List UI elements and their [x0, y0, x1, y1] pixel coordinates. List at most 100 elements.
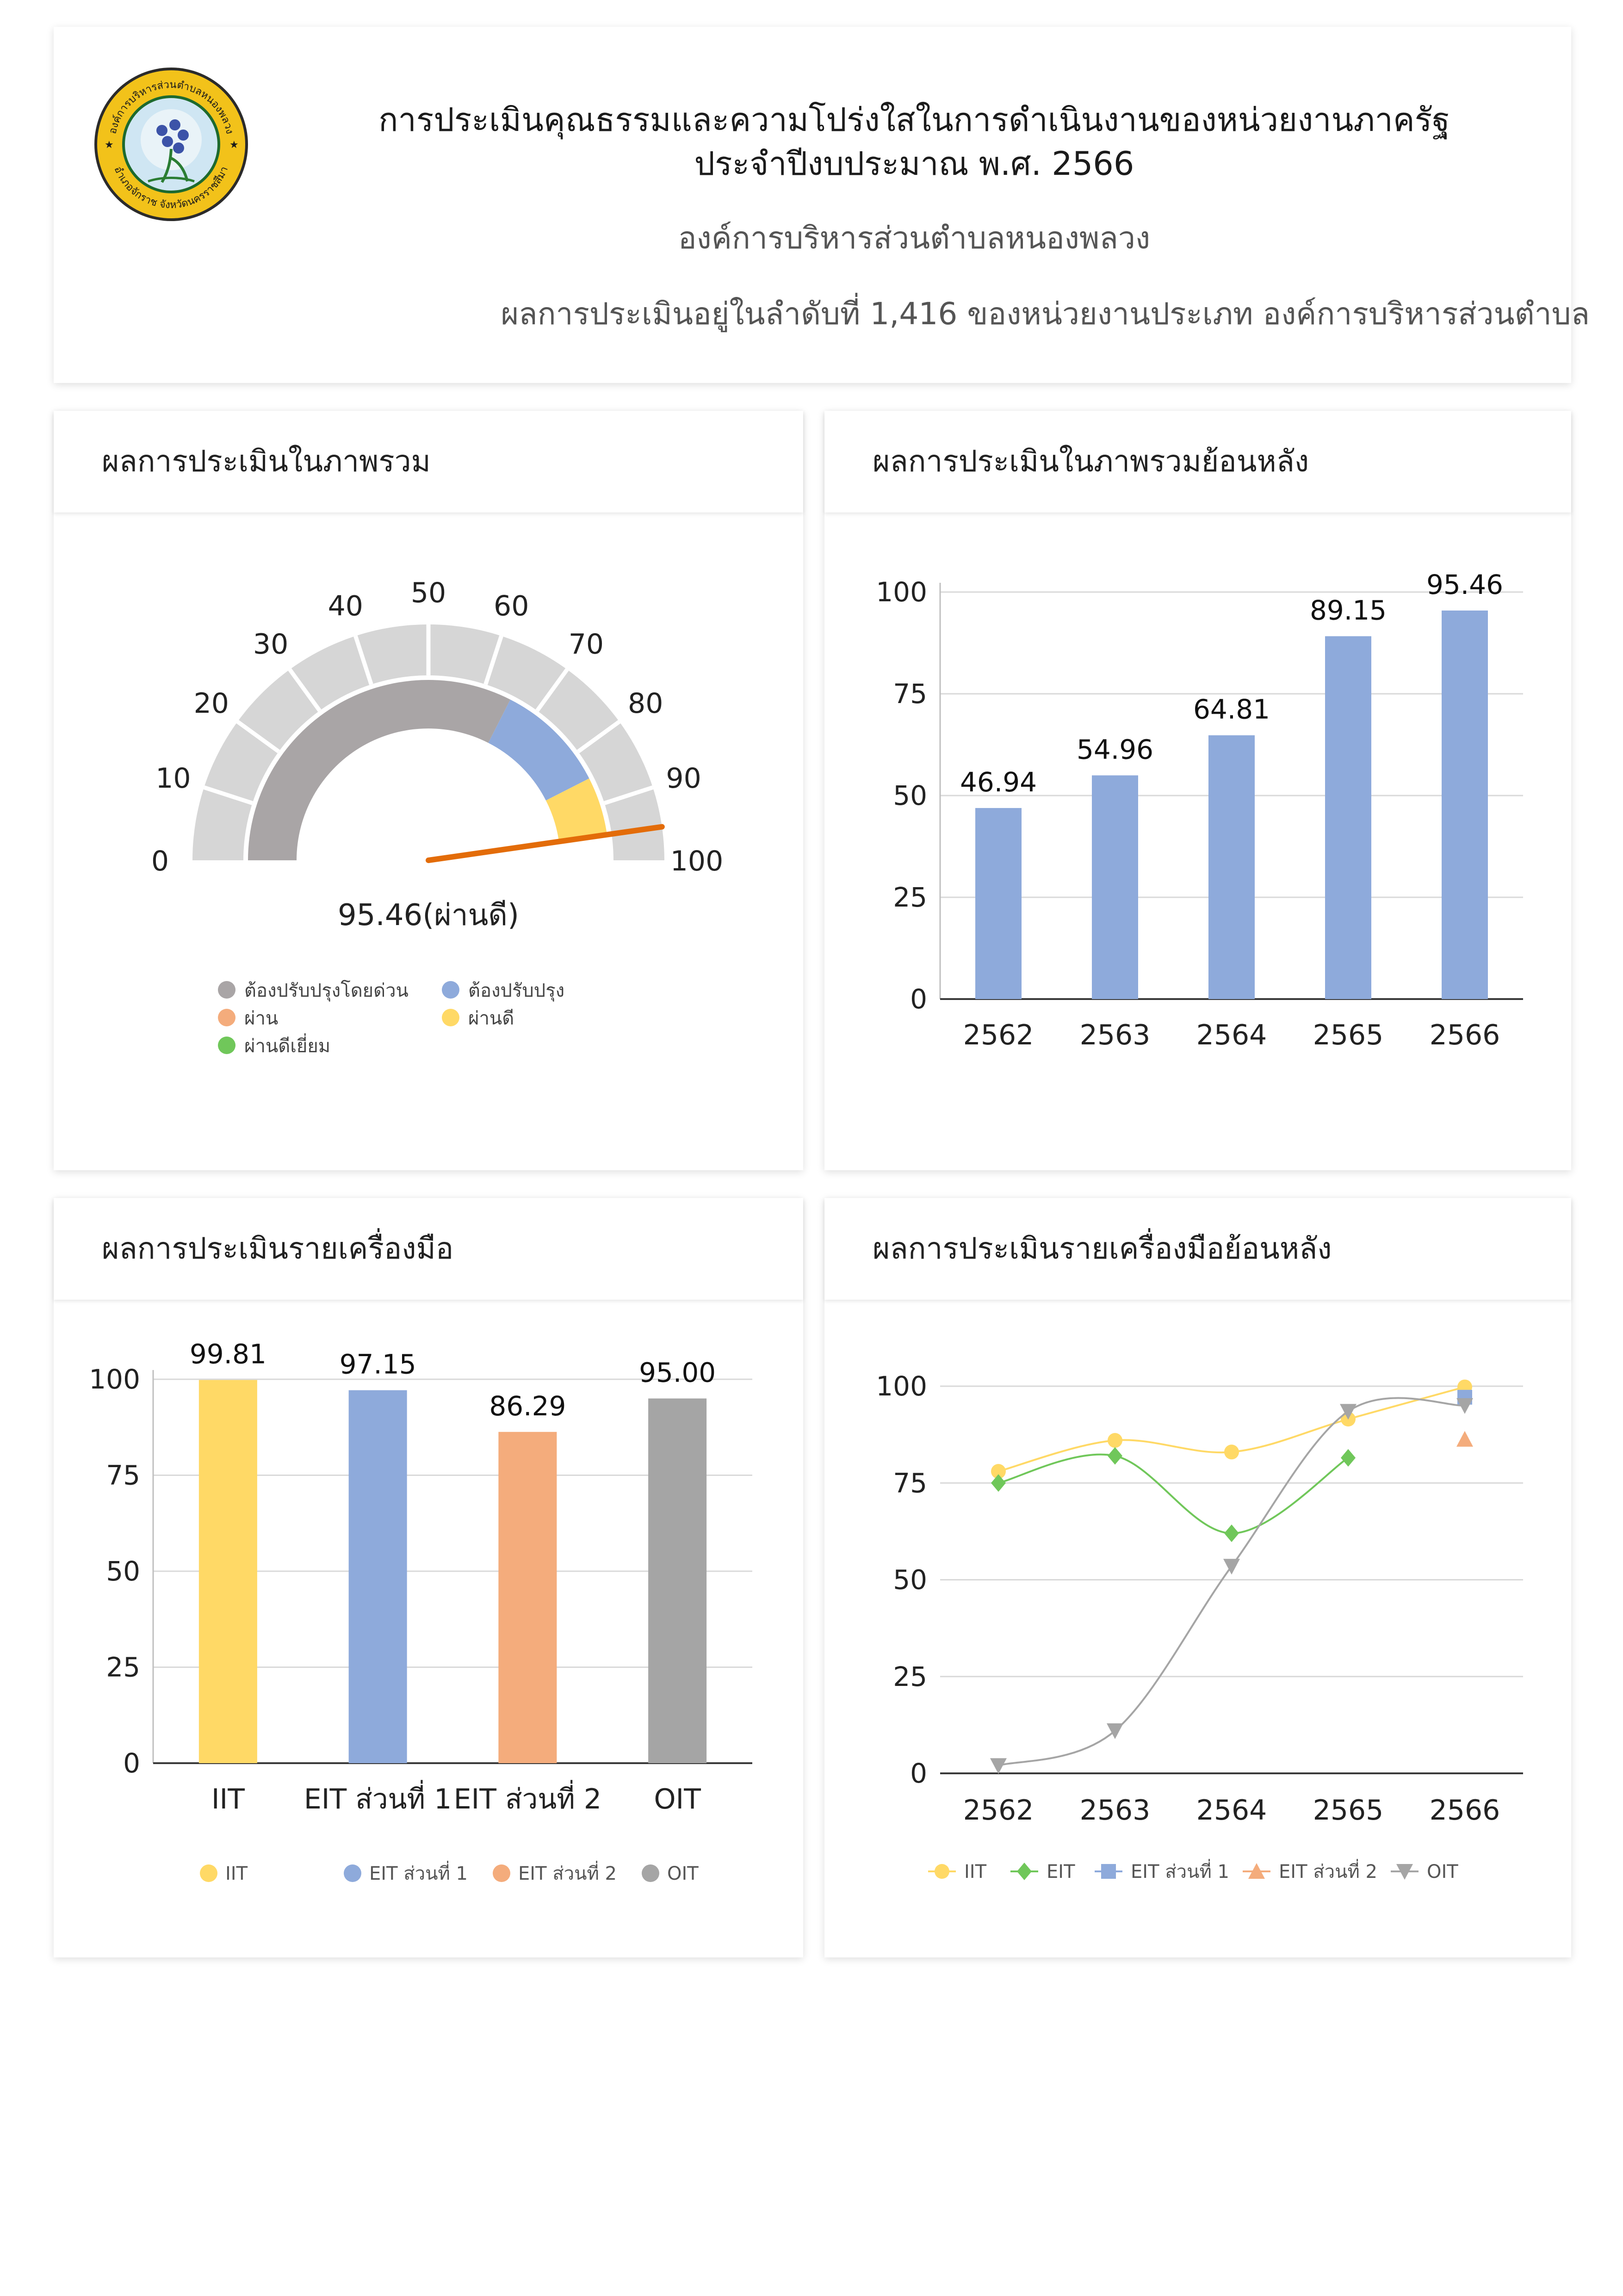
- tools-history-chart-area: 0 25 50 75 100 2562 2563 2564 2565 2566 IIT EIT EIT …: [824, 1305, 1571, 1957]
- legend-label: IIT: [964, 1861, 987, 1882]
- data-point: [935, 1864, 949, 1879]
- y-axis-tick-label: 100: [876, 1370, 927, 1402]
- ranking-text: ผลการประเมินอยู่ในลำดับที่ 1,416 ของหน่ว…: [501, 296, 1590, 332]
- tools-score-card: ผลการประเมินรายเครื่องมือ 0 25 50 75 100 99.8…: [54, 1198, 803, 1957]
- y-axis-tick-label: 25: [893, 1661, 927, 1692]
- data-point: [1248, 1863, 1265, 1879]
- legend-swatch: [344, 1864, 361, 1882]
- tools-history-card: ผลการประเมินรายเครื่องมือย้อนหลัง 0 25 50 7…: [824, 1198, 1571, 1957]
- legend-label: EIT ส่วนที่ 2: [1279, 1859, 1377, 1882]
- x-axis-tick-label: 2566: [1430, 1794, 1500, 1827]
- y-axis-tick-label: 50: [106, 1555, 140, 1587]
- bar-value-label: 54.96: [1077, 734, 1153, 765]
- bar-value-label: 89.15: [1310, 594, 1387, 626]
- y-axis-tick-label: 0: [910, 1758, 927, 1789]
- legend-label: ต้องปรับปรุง: [468, 980, 564, 1002]
- x-axis-tick-label: 2564: [1196, 1019, 1267, 1051]
- bar: [348, 1390, 407, 1763]
- svg-text:★: ★: [229, 139, 239, 151]
- report-title-line1: การประเมินคุณธรรมและความโปร่งใสในการดำเน…: [378, 101, 1450, 139]
- legend-label: EIT ส่วนที่ 2: [518, 1861, 617, 1884]
- x-axis-tick-label: IIT: [211, 1783, 245, 1815]
- y-axis-tick-label: 0: [123, 1747, 140, 1779]
- gauge-band: [545, 778, 607, 840]
- bar-value-label: 86.29: [489, 1390, 566, 1422]
- card-title: ผลการประเมินในภาพรวม: [102, 444, 431, 479]
- x-axis-tick-label: EIT ส่วนที่ 1: [304, 1780, 452, 1815]
- overall-history-card: ผลการประเมินในภาพรวมย้อนหลัง 0 25 50 75 100 4…: [824, 411, 1571, 1170]
- report-title-line2: ประจำปีงบประมาณ พ.ศ. 2566: [694, 145, 1134, 183]
- card-header: ผลการประเมินในภาพรวม: [54, 411, 803, 512]
- data-point: [1340, 1404, 1357, 1420]
- y-axis-tick-label: 75: [893, 678, 927, 710]
- bar: [498, 1432, 557, 1763]
- gauge-needle: [426, 824, 665, 863]
- x-axis-tick-label: OIT: [654, 1783, 701, 1815]
- series-line: [998, 1453, 1349, 1535]
- gauge-tick-label: 70: [569, 628, 604, 660]
- card-header: ผลการประเมินรายเครื่องมือย้อนหลัง: [824, 1198, 1571, 1300]
- gauge-tick-mark: [576, 720, 621, 753]
- gauge-value-label: 95.46(ผ่านดี): [338, 898, 519, 932]
- legend-swatch: [200, 1864, 217, 1882]
- card-title: ผลการประเมินรายเครื่องมือ: [102, 1232, 454, 1266]
- gauge-tick-label: 80: [628, 687, 663, 720]
- x-axis-tick-label: 2565: [1313, 1794, 1384, 1827]
- legend-label: EIT: [1047, 1861, 1075, 1882]
- x-axis-tick-label: 2564: [1196, 1794, 1267, 1827]
- gauge-tick-mark: [288, 668, 322, 712]
- x-axis-tick-label: 2562: [963, 1794, 1034, 1827]
- data-point: [1108, 1447, 1122, 1465]
- x-axis-tick-label: 2563: [1080, 1019, 1151, 1051]
- bar: [648, 1398, 707, 1763]
- gauge-tick-label: 40: [328, 590, 363, 622]
- organization-logo: องค์การบริหารส่วนตำบลหนองพลวง อำเภอจักรา…: [93, 66, 250, 223]
- legend-label: OIT: [1427, 1861, 1458, 1882]
- data-point: [1396, 1864, 1413, 1880]
- gauge-tick-mark: [203, 785, 253, 805]
- gauge-tick-label: 100: [670, 845, 724, 877]
- y-axis-tick-label: 75: [106, 1460, 140, 1491]
- gauge-tick-label: 90: [666, 762, 701, 795]
- report-header: องค์การบริหารส่วนตำบลหนองพลวง อำเภอจักรา…: [54, 27, 1590, 383]
- gauge-tick-mark: [353, 635, 373, 685]
- data-point: [991, 1464, 1006, 1479]
- legend-label: OIT: [667, 1863, 699, 1884]
- bar: [975, 808, 1022, 999]
- bar-value-label: 95.46: [1426, 569, 1503, 600]
- tools-chart-area: 0 25 50 75 100 99.81 IIT 97.15 EIT ส่วนที่ 1 86.2…: [54, 1305, 803, 1957]
- data-point: [1101, 1864, 1116, 1879]
- bar-value-label: 99.81: [190, 1339, 266, 1370]
- y-axis-tick-label: 25: [106, 1652, 140, 1683]
- gauge-tick-mark: [604, 785, 654, 805]
- bar-value-label: 95.00: [639, 1357, 716, 1389]
- x-axis-tick-label: 2565: [1313, 1019, 1384, 1051]
- y-axis-tick-label: 100: [89, 1364, 140, 1395]
- legend-label: ผ่าน: [244, 1008, 278, 1029]
- data-point: [1341, 1449, 1356, 1467]
- bar: [198, 1380, 257, 1763]
- gauge-tick-mark: [236, 720, 280, 753]
- bar: [1325, 636, 1371, 999]
- card-header: ผลการประเมินรายเครื่องมือ: [54, 1198, 803, 1300]
- y-axis-tick-label: 100: [876, 576, 927, 608]
- legend-swatch: [442, 981, 459, 999]
- x-axis-tick-label: EIT ส่วนที่ 2: [454, 1780, 601, 1815]
- x-axis-tick-label: 2562: [963, 1019, 1034, 1051]
- legend-swatch: [493, 1864, 510, 1882]
- overall-score-card: ผลการประเมินในภาพรวม 0 10 20 30 40 50 60 70 80 90…: [54, 411, 803, 1170]
- history-bar-chart: 0 25 50 75 100 46.94 2562 54.96 2563 64.81 2564 89.…: [876, 569, 1523, 1051]
- data-point: [991, 1474, 1006, 1492]
- legend-label: EIT ส่วนที่ 1: [1131, 1859, 1229, 1882]
- data-point: [1223, 1559, 1240, 1575]
- gauge-band: [488, 699, 589, 801]
- card-title: ผลการประเมินในภาพรวมย้อนหลัง: [873, 444, 1309, 479]
- gauge-tick-label: 30: [253, 628, 288, 660]
- legend-label: EIT ส่วนที่ 1: [369, 1861, 468, 1884]
- data-point: [1108, 1433, 1122, 1448]
- svg-text:★: ★: [105, 139, 114, 151]
- bar: [1092, 775, 1138, 999]
- bar: [1208, 735, 1255, 999]
- gauge-tick-label: 50: [411, 577, 446, 609]
- gauge-band: [248, 680, 511, 860]
